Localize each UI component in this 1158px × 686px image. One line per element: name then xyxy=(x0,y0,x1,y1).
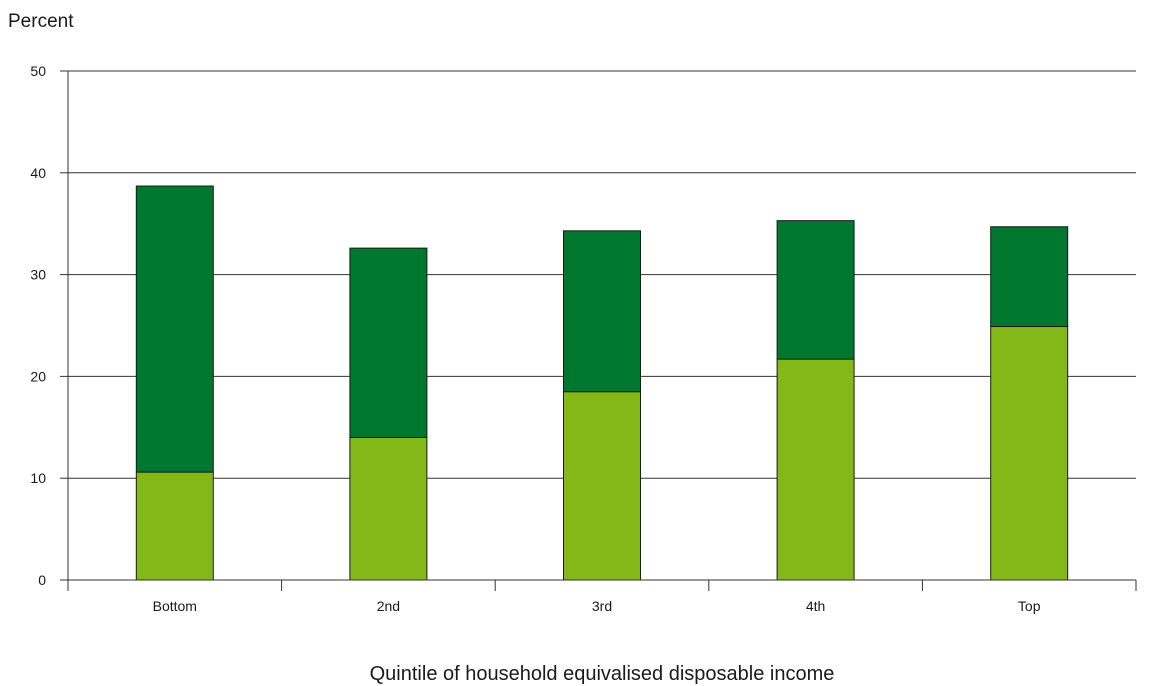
y-tick-label-20: 20 xyxy=(30,368,46,384)
bar-top-segment-2 xyxy=(990,226,1069,328)
x-tick-label-3rd: 3rd xyxy=(592,598,612,614)
bar-bottom-segment-2 xyxy=(135,185,214,473)
bar-top-segment-1 xyxy=(990,326,1069,581)
bar-4th-segment-2 xyxy=(776,220,855,360)
y-tick-label-50: 50 xyxy=(30,63,46,79)
bar-2nd-segment-1 xyxy=(349,436,428,581)
bar-4th-segment-1 xyxy=(776,358,855,581)
x-tick-label-4th: 4th xyxy=(806,598,825,614)
axes: 0 10 20 30 40 50 Bottom 2nd 3rd 4th Top xyxy=(30,63,1137,614)
x-axis-title: Quintile of household equivalised dispos… xyxy=(370,663,835,685)
y-tick-label-30: 30 xyxy=(30,267,46,283)
x-tick-label-bottom: Bottom xyxy=(153,598,197,614)
y-tick-label-0: 0 xyxy=(38,572,46,588)
bar-2nd-segment-2 xyxy=(349,247,428,438)
y-tick-label-10: 10 xyxy=(30,470,46,486)
bar-3rd-segment-2 xyxy=(563,230,641,393)
bar-bottom-segment-1 xyxy=(135,471,214,581)
x-tick-label-top: Top xyxy=(1018,598,1041,614)
y-axis-title: Percent xyxy=(8,11,74,32)
bars xyxy=(135,185,1069,581)
x-tick-label-2nd: 2nd xyxy=(377,598,400,614)
bar-3rd-segment-1 xyxy=(563,391,641,581)
y-tick-label-40: 40 xyxy=(30,165,46,181)
